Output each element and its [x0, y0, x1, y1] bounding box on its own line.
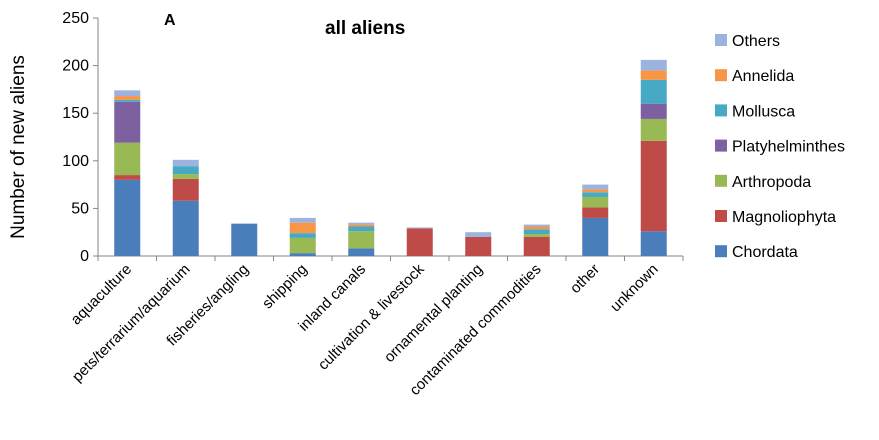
plot-area: 050100150200250aquaculturepets/terrarium…: [62, 10, 684, 399]
legend: Others Annelida Mollusca Platyhelminthes Art…: [715, 33, 845, 261]
bar-segment-platyhelminthes: [114, 101, 141, 143]
bar-segment-annelida: [523, 226, 550, 230]
bar-segment-chordata: [582, 217, 609, 256]
y-axis-label: Number of new aliens: [8, 55, 29, 239]
y-tick-label: 100: [62, 153, 89, 170]
x-tick-label: cultivation & livestock: [315, 260, 428, 373]
x-tick-label: shipping: [259, 261, 311, 313]
bar-segment-chordata: [640, 231, 667, 256]
y-tick-label: 200: [62, 58, 89, 75]
bar-segment-others: [640, 59, 667, 71]
bar-segment-mollusca: [172, 166, 199, 175]
legend-swatch: [715, 69, 727, 82]
bar-segment-mollusca: [289, 233, 316, 238]
y-tick-label: 50: [71, 200, 89, 217]
legend-label: Magnoliophyta: [732, 209, 836, 226]
bar-segment-magnoliophyta: [523, 236, 550, 256]
bar-segment-others: [289, 217, 316, 223]
bar-segment-magnoliophyta: [114, 175, 141, 180]
legend-label: Arthropoda: [732, 174, 811, 191]
bar-segment-mollusca: [114, 99, 141, 102]
bar-segment-arthropoda: [114, 142, 141, 176]
legend-swatch: [715, 139, 727, 152]
bar-segment-annelida: [114, 96, 141, 100]
bar-segment-others: [406, 227, 433, 229]
bar-segment-others: [114, 90, 141, 97]
bar-segment-chordata: [348, 248, 375, 256]
bar-segment-others: [465, 232, 492, 237]
legend-label: Platyhelminthes: [732, 139, 845, 156]
bar-segment-chordata: [114, 179, 141, 256]
bar-segment-arthropoda: [523, 234, 550, 237]
bar-segment-magnoliophyta: [640, 140, 667, 232]
y-tick-label: 0: [80, 248, 89, 265]
legend-label: Others: [732, 33, 780, 50]
bar-segment-magnoliophyta: [582, 207, 609, 218]
bar-segment-platyhelminthes: [640, 103, 667, 119]
bar-segment-magnoliophyta: [465, 236, 492, 256]
legend-swatch: [715, 174, 727, 187]
bar-segment-arthropoda: [289, 237, 316, 254]
legend-label: Mollusca: [732, 103, 795, 120]
bar-segment-annelida: [640, 70, 667, 80]
bar-segment-mollusca: [348, 226, 375, 232]
bar-segment-mollusca: [523, 229, 550, 235]
chart-title: all aliens: [325, 18, 405, 39]
legend-swatch: [715, 34, 727, 46]
bar-segment-chordata: [231, 223, 258, 256]
panel-label: A: [164, 12, 176, 29]
bar-segment-others: [172, 159, 199, 167]
bar-segment-arthropoda: [348, 231, 375, 249]
x-tick-label: ornamental planting: [381, 261, 486, 366]
bar-segment-chordata: [289, 253, 316, 256]
legend-label: Chordata: [732, 244, 798, 261]
bar-segment-annelida: [348, 224, 375, 227]
bar-segment-arthropoda: [172, 174, 199, 179]
bar-segment-arthropoda: [582, 196, 609, 208]
bar-segment-annelida: [582, 189, 609, 193]
y-tick-label: 150: [62, 105, 89, 122]
bar-segment-others: [523, 224, 550, 227]
bar-segment-chordata: [172, 200, 199, 256]
bar-segment-annelida: [289, 222, 316, 234]
legend-swatch: [715, 210, 727, 222]
bar-segment-arthropoda: [640, 118, 667, 141]
bar-segment-magnoliophyta: [406, 228, 433, 256]
bar-segment-mollusca: [582, 192, 609, 197]
bar-segment-others: [582, 184, 609, 190]
bar-segment-mollusca: [640, 79, 667, 104]
y-tick-label: 250: [62, 10, 89, 27]
x-tick-label: unknown: [607, 261, 661, 315]
x-tick-label: pets/terrarium/aquarium: [69, 261, 194, 386]
x-tick-label: other: [567, 261, 603, 297]
legend-label: Annelida: [732, 68, 794, 85]
bar-segment-magnoliophyta: [172, 178, 199, 201]
legend-swatch: [715, 245, 727, 258]
legend-swatch: [715, 104, 727, 117]
bar-segment-others: [348, 222, 375, 225]
